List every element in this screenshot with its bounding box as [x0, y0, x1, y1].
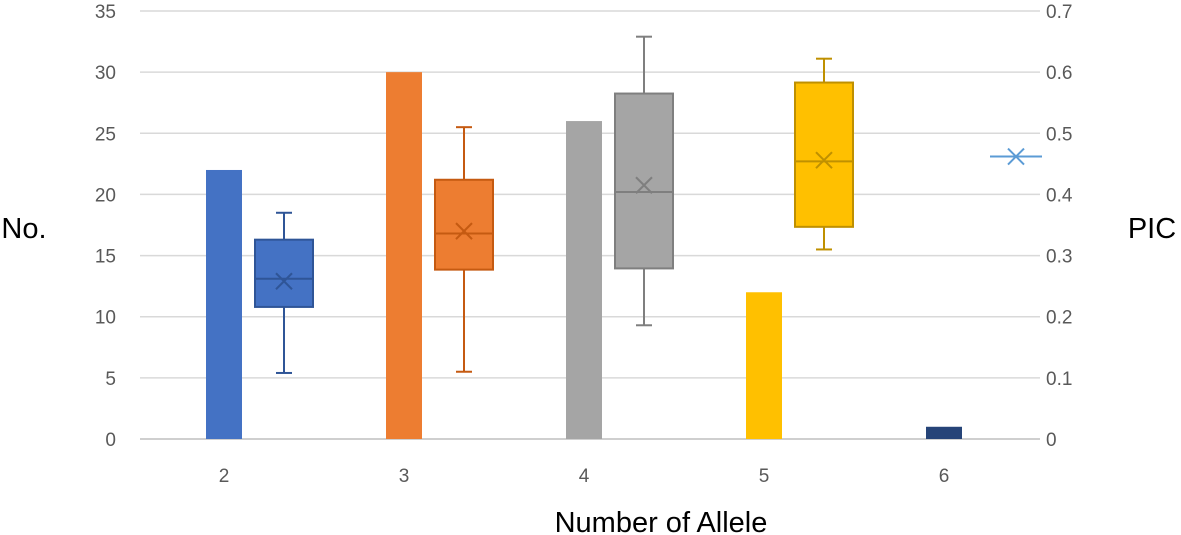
mean-marker — [635, 176, 653, 194]
bar — [386, 72, 422, 440]
right-tick-label: 0.7 — [1046, 2, 1072, 23]
box — [434, 178, 494, 271]
bar — [206, 169, 242, 439]
x-tick-label: 2 — [219, 466, 230, 487]
x-axis-title: Number of Allele — [555, 507, 768, 535]
left-tick-label: 15 — [95, 247, 116, 268]
boxplot — [434, 126, 494, 373]
bar — [746, 292, 782, 439]
boxplot — [990, 147, 1042, 166]
mean-marker — [1007, 147, 1025, 166]
bar — [926, 426, 962, 439]
x-axis-ticks: 2 3 4 5 6 — [219, 466, 950, 487]
right-tick-label: 0.1 — [1046, 369, 1072, 390]
right-tick-label: 0.4 — [1046, 185, 1073, 206]
left-tick-label: 30 — [95, 63, 116, 84]
left-axis-title: No. — [1, 213, 46, 245]
right-axis-title: PIC — [1128, 213, 1176, 245]
box — [254, 238, 314, 308]
left-tick-label: 5 — [105, 369, 116, 390]
box — [614, 92, 674, 270]
box — [794, 81, 854, 228]
left-tick-label: 25 — [95, 124, 116, 145]
left-tick-label: 10 — [95, 308, 116, 329]
right-tick-label: 0.2 — [1046, 308, 1072, 329]
mean-marker — [815, 151, 833, 169]
mean-marker — [275, 272, 293, 290]
bar-series — [206, 72, 962, 440]
x-tick-label: 6 — [939, 466, 950, 487]
boxplot — [254, 211, 314, 374]
left-axis-ticks: 0 5 10 15 20 25 30 35 — [95, 2, 116, 451]
right-tick-label: 0 — [1046, 430, 1057, 451]
boxplot-series — [254, 35, 1042, 374]
left-tick-label: 35 — [95, 2, 116, 23]
right-axis-ticks: 0 0.1 0.2 0.3 0.4 0.5 0.6 0.7 — [1046, 2, 1073, 451]
x-tick-label: 5 — [759, 466, 770, 487]
boxplot — [614, 35, 674, 327]
x-tick-label: 4 — [579, 466, 590, 487]
boxplot — [794, 57, 854, 251]
right-tick-label: 0.5 — [1046, 124, 1072, 145]
left-tick-label: 0 — [105, 430, 116, 451]
right-tick-label: 0.6 — [1046, 63, 1072, 84]
bar — [566, 121, 602, 440]
right-tick-label: 0.3 — [1046, 247, 1072, 268]
mean-marker — [455, 222, 473, 240]
x-tick-label: 3 — [399, 466, 410, 487]
left-tick-label: 20 — [95, 185, 116, 206]
